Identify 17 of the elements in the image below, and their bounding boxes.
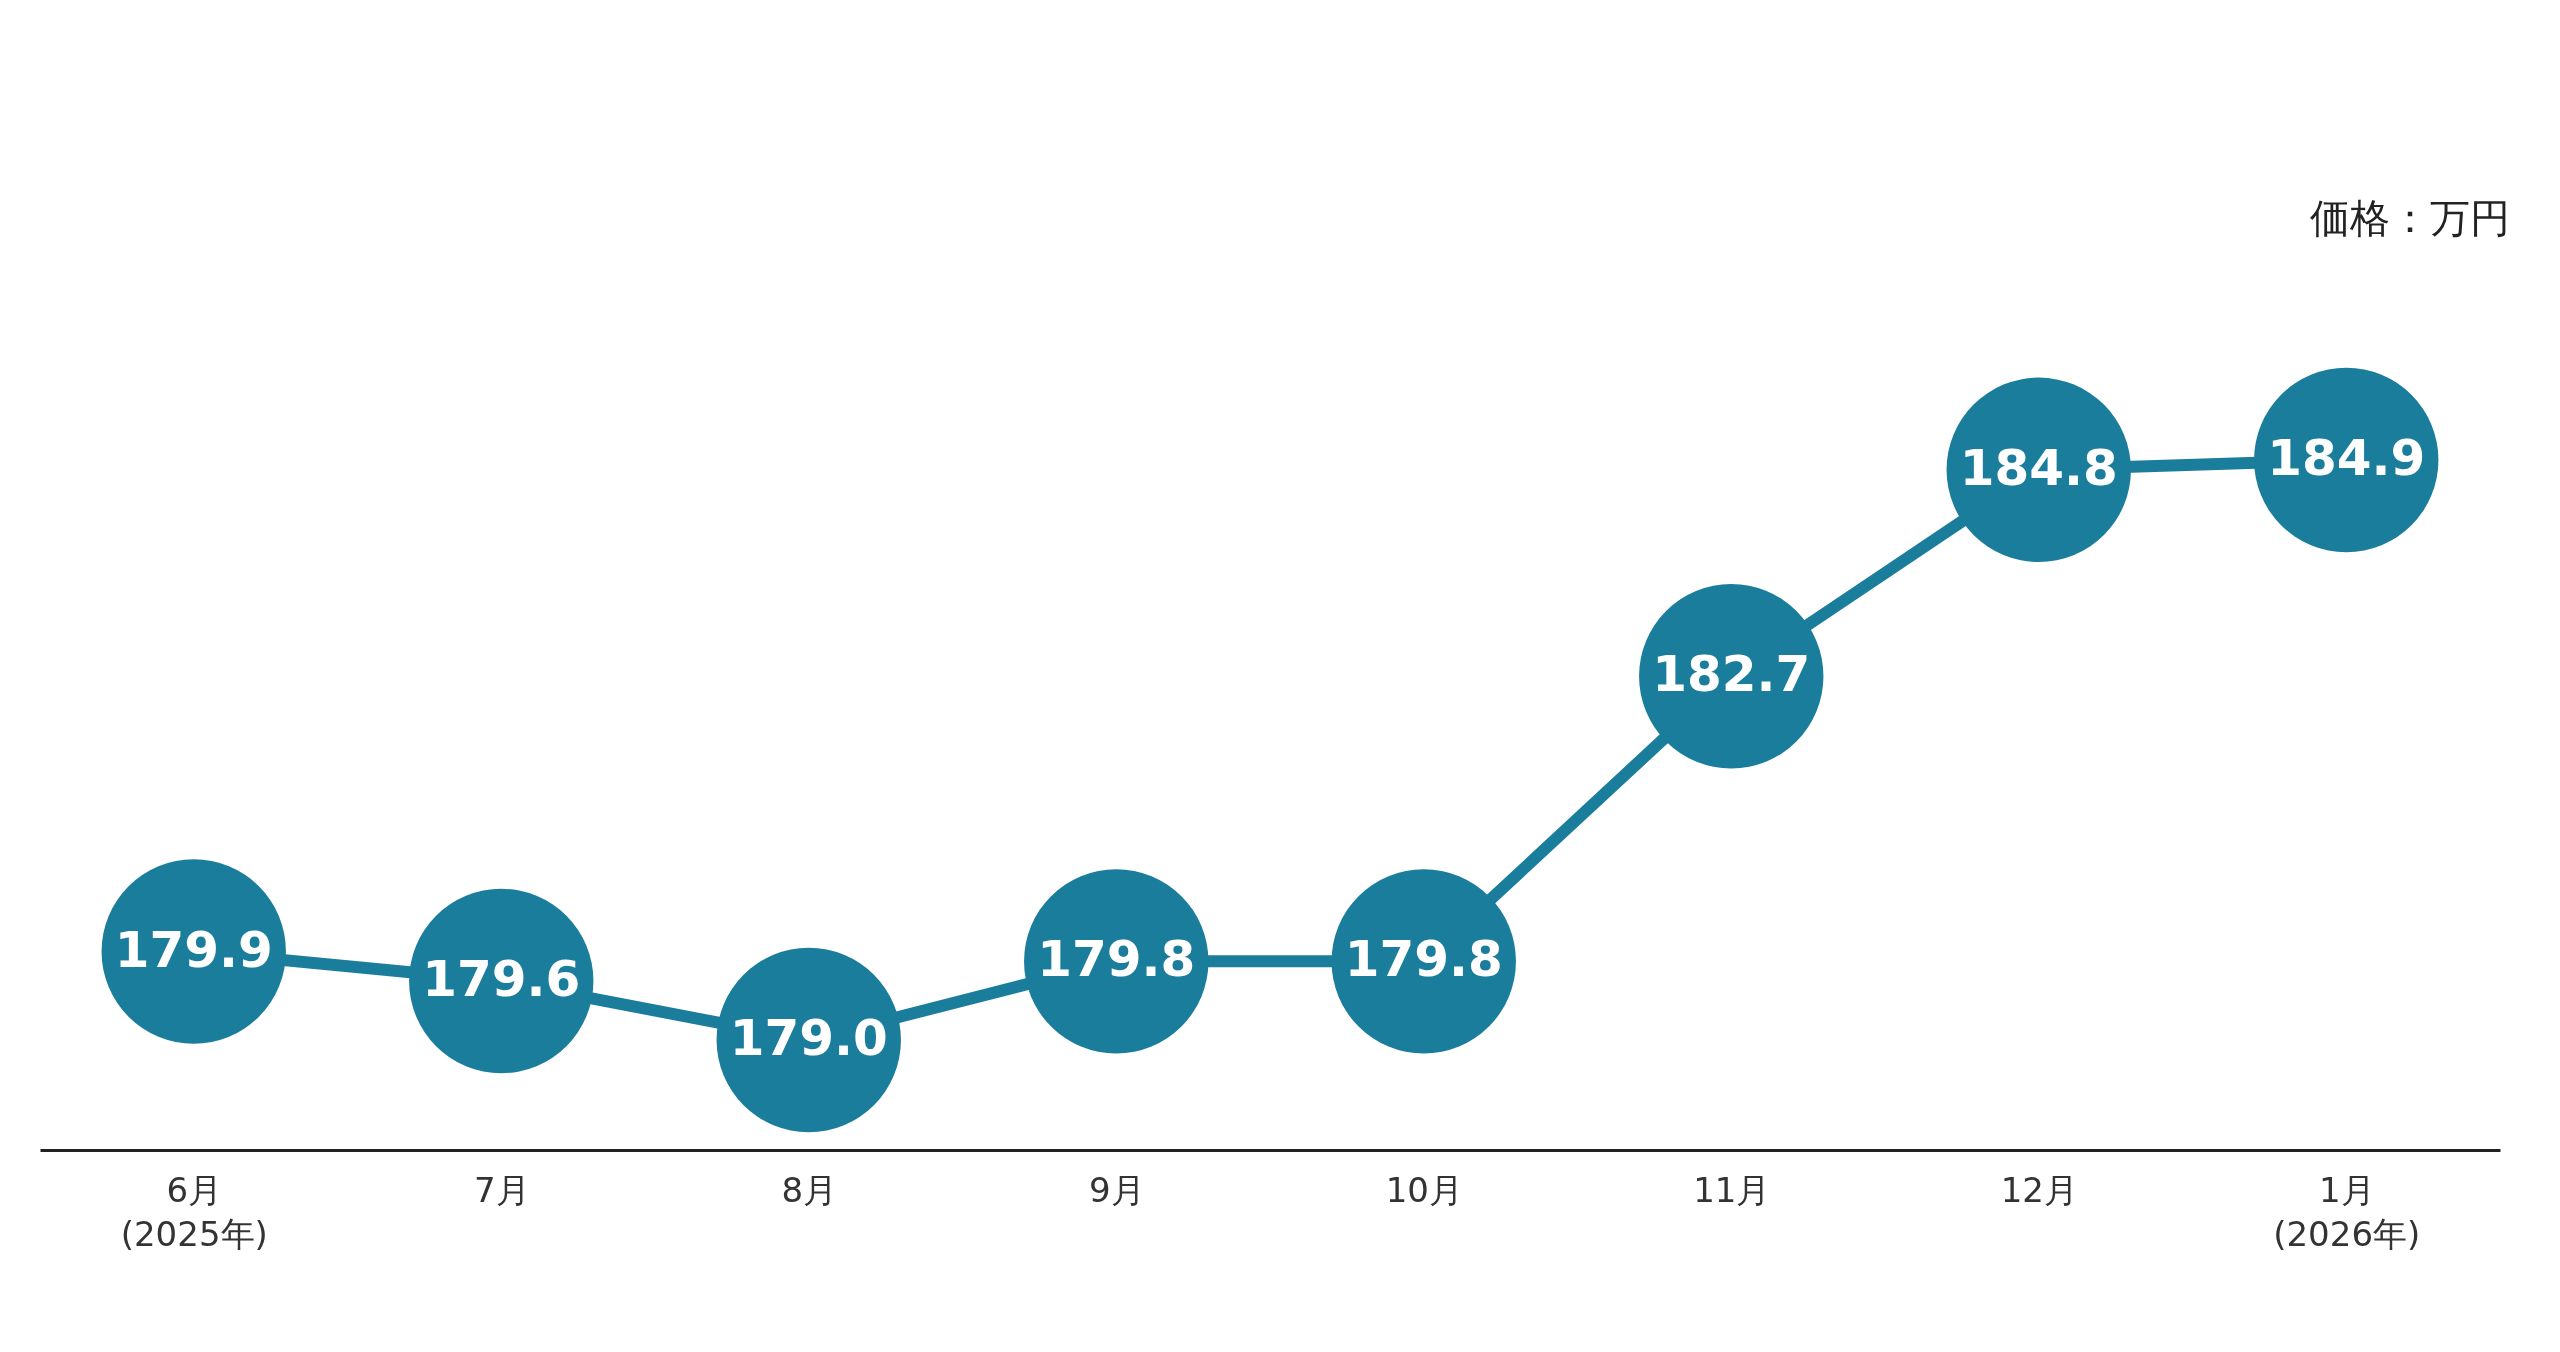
data-label: 179.9 [114, 920, 273, 979]
x-tick-label: 10月 [1385, 1169, 1463, 1210]
x-tick-label: 12月 [2000, 1169, 2078, 1210]
x-tick-label: 7月 [473, 1169, 530, 1210]
data-label: 179.8 [1037, 930, 1196, 989]
data-label: 184.8 [1959, 438, 2118, 497]
x-tick-label: 6月 (2025年) [120, 1169, 268, 1254]
text: 価格：万円 [2310, 195, 2510, 241]
x-tick-label: 11月 [1693, 1169, 1771, 1210]
data-label: 179.8 [1344, 930, 1503, 989]
data-label: 184.9 [2267, 429, 2426, 487]
x-tick-label: 9月 [1088, 1169, 1145, 1210]
x-tick-label: 1月 (2026年) [2273, 1169, 2421, 1254]
data-label: 182.7 [1652, 645, 1811, 704]
x-tick-label: 8月 [781, 1169, 838, 1210]
data-label: 179.0 [729, 1009, 888, 1067]
data-label: 179.6 [422, 950, 581, 1009]
